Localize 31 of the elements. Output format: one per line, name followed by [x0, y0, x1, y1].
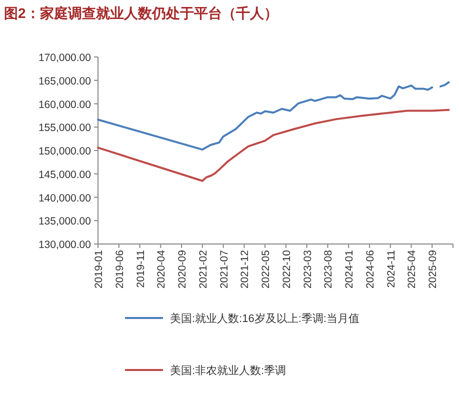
x-tick-label: 2023-08 [322, 250, 335, 289]
x-tick-label: 2024-06 [364, 250, 376, 289]
y-tick-label: 160,000.00 [38, 98, 92, 111]
x-tick-label: 2019-11 [134, 250, 147, 288]
legend-label: 美国:就业人数:16岁及以上:季调:当月值 [170, 312, 360, 325]
x-tick-label: 2023-03 [302, 250, 314, 289]
line-series [97, 108, 450, 182]
x-tick-label: 2024-01 [344, 250, 356, 289]
chart-title: 图2：家庭调查就业人数仍处于平台（千人） [4, 5, 278, 21]
x-tick-label: 2025-09 [427, 250, 440, 289]
x-tick-label: 2020-04 [156, 250, 168, 289]
y-tick-label: 165,000.00 [38, 75, 92, 88]
y-tick-label: 155,000.00 [38, 122, 92, 134]
x-tick-label: 2021-07 [218, 250, 230, 289]
y-tick-label: 140,000.00 [38, 192, 92, 204]
x-tick-label: 2019-01 [93, 250, 105, 289]
y-tick-label: 130,000.00 [38, 239, 92, 251]
y-tick-label: 150,000.00 [38, 146, 92, 158]
x-tick-label: 2022-05 [260, 250, 272, 289]
x-tick-label: 2025-04 [406, 250, 418, 289]
x-tick-label: 2021-02 [197, 250, 210, 289]
x-tick-label: 2021-12 [239, 250, 252, 289]
x-tick-label: 2024-11 [385, 250, 398, 288]
y-tick-label: 170,000.00 [38, 52, 92, 64]
x-tick-label: 2020-09 [176, 250, 189, 289]
legend-label: 美国:非农就业人数:季调 [170, 364, 286, 377]
x-tick-label: 2022-10 [280, 250, 293, 289]
y-tick-label: 145,000.00 [38, 168, 92, 181]
y-tick-label: 135,000.00 [38, 216, 92, 228]
line-series [97, 84, 434, 151]
x-tick-label: 2019-06 [114, 250, 126, 289]
